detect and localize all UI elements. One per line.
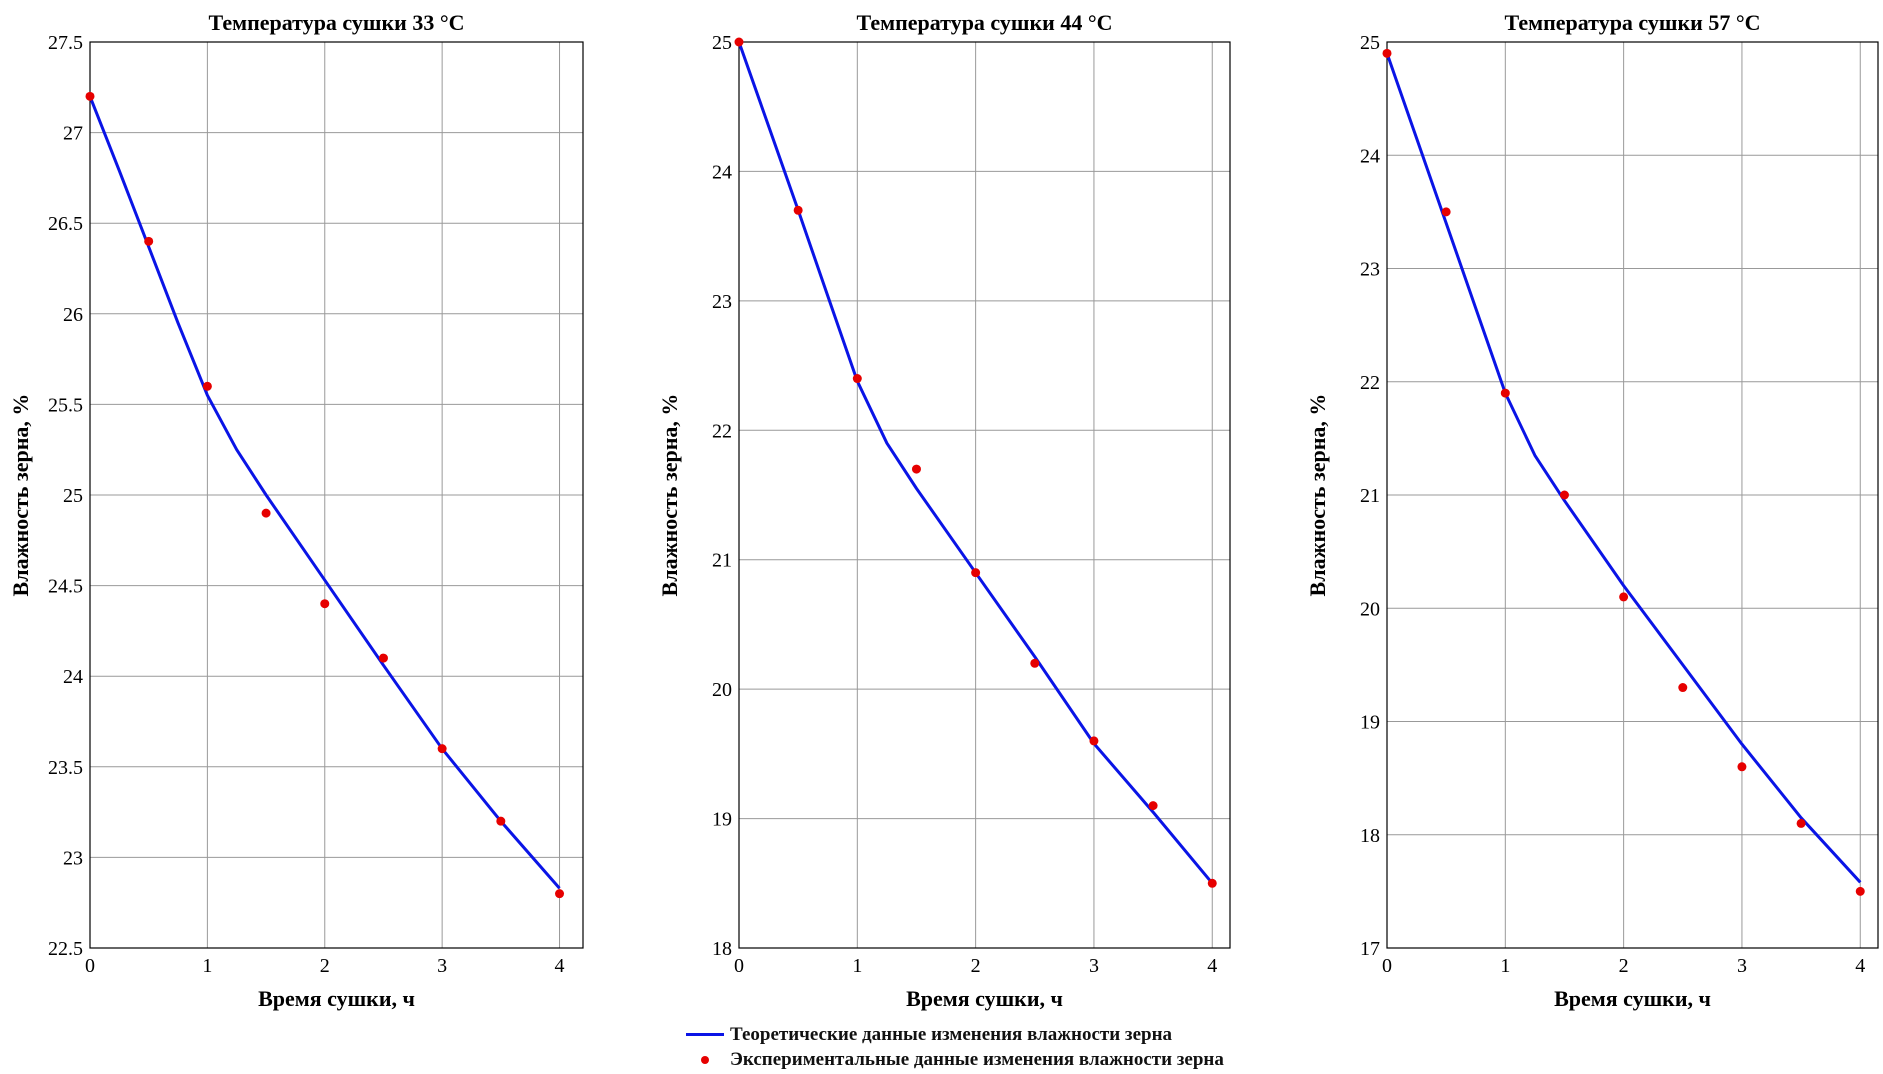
experiment-point <box>971 568 981 578</box>
experiment-point <box>1207 878 1217 888</box>
experiment-point <box>85 91 95 101</box>
y-tick-label: 19 <box>1360 712 1380 734</box>
y-tick-label: 18 <box>1360 825 1380 847</box>
legend-theory-label: Теоретические данные изменения влажности… <box>730 1023 1173 1045</box>
x-tick-label: 0 <box>85 955 95 977</box>
y-tick-label: 21 <box>1360 485 1380 507</box>
y-tick-label: 26 <box>63 304 83 326</box>
experiment-point <box>1500 388 1510 398</box>
theory-series-line <box>737 41 1214 885</box>
chart-title: Температура сушки 33 °С <box>208 10 464 35</box>
x-tick-label: 4 <box>1207 955 1217 977</box>
plot-frame <box>738 41 1231 949</box>
experiment-point <box>320 599 330 609</box>
experiment-point <box>1678 683 1688 693</box>
theory-series-line <box>1385 52 1862 884</box>
x-tick-label: 1 <box>1500 955 1510 977</box>
x-tick-label: 1 <box>202 955 212 977</box>
chart-title: Температура сушки 44 °С <box>856 10 1112 35</box>
legend-line-icon <box>686 1033 724 1036</box>
y-tick-label: 22.5 <box>48 938 83 960</box>
experiment-point <box>1855 886 1865 896</box>
x-tick-label: 3 <box>437 955 447 977</box>
experiment-point <box>1796 818 1806 828</box>
theory-series-line <box>88 95 561 890</box>
experiment-point <box>437 744 447 754</box>
y-tick-label: 24 <box>63 666 83 688</box>
experiment-point <box>1089 736 1099 746</box>
y-tick-label: 25 <box>63 485 83 507</box>
y-tick-label: 23 <box>712 291 732 313</box>
experiment-point <box>852 374 862 384</box>
plot-frame <box>89 41 584 949</box>
experiment-point <box>378 653 388 663</box>
legend-experiment-entry: Экспериментальные данные изменения влажн… <box>686 1047 1224 1072</box>
y-tick-label: 25 <box>1360 32 1380 54</box>
y-tick-label: 25 <box>712 32 732 54</box>
x-tick-label: 3 <box>1089 955 1099 977</box>
experiment-point <box>911 464 921 474</box>
experiment-point <box>1382 48 1392 58</box>
experiment-point <box>555 889 565 899</box>
x-tick-label: 0 <box>734 955 744 977</box>
experiment-point <box>793 205 803 215</box>
chart-title: Температура сушки 57 °С <box>1504 10 1760 35</box>
x-tick-label: 2 <box>971 955 981 977</box>
experiment-point <box>144 236 154 246</box>
legend-dot-icon-wrap <box>686 1055 724 1064</box>
experiment-point <box>1441 207 1451 217</box>
y-axis-label: Влажность зерна, % <box>8 394 33 597</box>
x-tick-label: 3 <box>1737 955 1747 977</box>
experiment-point <box>202 381 212 391</box>
y-axis-label: Влажность зерна, % <box>1305 394 1330 597</box>
x-axis-label: Время сушки, ч <box>906 986 1063 1011</box>
y-tick-label: 22 <box>712 420 732 442</box>
x-tick-label: 1 <box>852 955 862 977</box>
plot-frame <box>1386 41 1879 949</box>
legend-theory-entry: Теоретические данные изменения влажности… <box>686 1022 1224 1047</box>
legend-experiment-label: Экспериментальные данные изменения влажн… <box>730 1048 1224 1070</box>
experiment-point <box>1737 762 1747 772</box>
experiment-point <box>1559 490 1569 500</box>
experiment-point <box>734 37 744 47</box>
x-axis-label: Время сушки, ч <box>258 986 415 1011</box>
y-tick-label: 24 <box>1360 145 1380 167</box>
y-tick-label: 22 <box>1360 372 1380 394</box>
legend-dot-icon <box>701 1055 709 1064</box>
legend: Теоретические данные изменения влажности… <box>686 1022 1224 1072</box>
y-tick-label: 21 <box>712 550 732 572</box>
y-tick-label: 23.5 <box>48 757 83 779</box>
y-tick-label: 25.5 <box>48 394 83 416</box>
y-tick-label: 19 <box>712 809 732 831</box>
y-tick-label: 24 <box>712 161 732 183</box>
y-tick-label: 26.5 <box>48 213 83 235</box>
y-tick-label: 27.5 <box>48 32 83 54</box>
y-tick-label: 17 <box>1360 938 1380 960</box>
y-tick-label: 20 <box>712 679 732 701</box>
experiment-point <box>261 508 271 518</box>
y-tick-label: 18 <box>712 938 732 960</box>
x-axis-label: Время сушки, ч <box>1554 986 1711 1011</box>
y-tick-label: 24.5 <box>48 576 83 598</box>
y-tick-label: 23 <box>1360 259 1380 281</box>
x-tick-label: 4 <box>555 955 565 977</box>
y-tick-label: 20 <box>1360 598 1380 620</box>
y-tick-label: 27 <box>63 123 83 145</box>
x-tick-label: 4 <box>1855 955 1865 977</box>
x-tick-label: 2 <box>320 955 330 977</box>
experiment-point <box>496 816 506 826</box>
y-tick-label: 23 <box>63 847 83 869</box>
experiment-point <box>1030 658 1040 668</box>
x-tick-label: 2 <box>1619 955 1629 977</box>
x-tick-label: 0 <box>1382 955 1392 977</box>
experiment-point <box>1148 801 1158 811</box>
experiment-point <box>1619 592 1629 602</box>
y-axis-label: Влажность зерна, % <box>657 394 682 597</box>
